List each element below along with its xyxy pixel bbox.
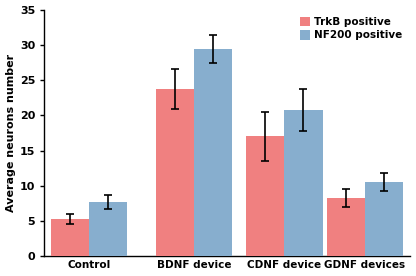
- Bar: [246, 136, 285, 256]
- Bar: [194, 49, 233, 256]
- Bar: [156, 89, 194, 256]
- Legend: TrkB positive, NF200 positive: TrkB positive, NF200 positive: [297, 15, 404, 43]
- Bar: [327, 198, 364, 256]
- Bar: [51, 219, 89, 256]
- Bar: [89, 202, 127, 256]
- Y-axis label: Average neurons number: Average neurons number: [5, 54, 15, 212]
- Bar: [364, 182, 403, 256]
- Bar: [285, 110, 322, 256]
